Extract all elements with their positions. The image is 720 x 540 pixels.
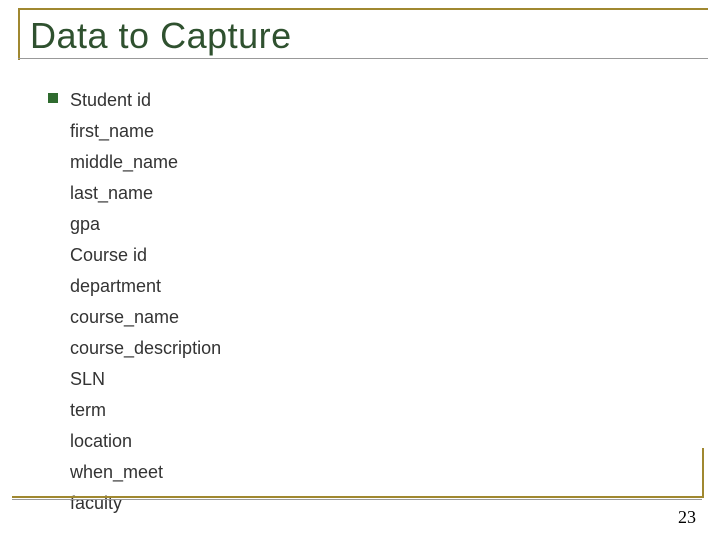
list-item: location: [70, 428, 221, 455]
list-item: first_name: [70, 118, 221, 145]
list-item: faculty: [70, 490, 221, 517]
list-item: Student id: [70, 87, 221, 114]
list-item: last_name: [70, 180, 221, 207]
slide-title: Data to Capture: [0, 10, 720, 57]
list-item: course_description: [70, 335, 221, 362]
title-region: Data to Capture: [0, 0, 720, 57]
page-number: 23: [678, 507, 696, 528]
list-item: SLN: [70, 366, 221, 393]
content-area: Student id first_name middle_name last_n…: [0, 57, 720, 517]
bullet-item: Student id first_name middle_name last_n…: [48, 87, 720, 517]
footer-rule: [12, 496, 702, 498]
list-item: when_meet: [70, 459, 221, 486]
list-item: department: [70, 273, 221, 300]
title-top-rule: [18, 8, 708, 10]
title-separator-rule: [18, 58, 708, 59]
field-list: Student id first_name middle_name last_n…: [70, 87, 221, 517]
footer-inner-rule: [12, 499, 702, 500]
list-item: middle_name: [70, 149, 221, 176]
square-bullet-icon: [48, 93, 58, 103]
list-item: gpa: [70, 211, 221, 238]
list-item: course_name: [70, 304, 221, 331]
list-item: Course id: [70, 242, 221, 269]
list-item: term: [70, 397, 221, 424]
slide-container: Data to Capture Student id first_name mi…: [0, 0, 720, 540]
